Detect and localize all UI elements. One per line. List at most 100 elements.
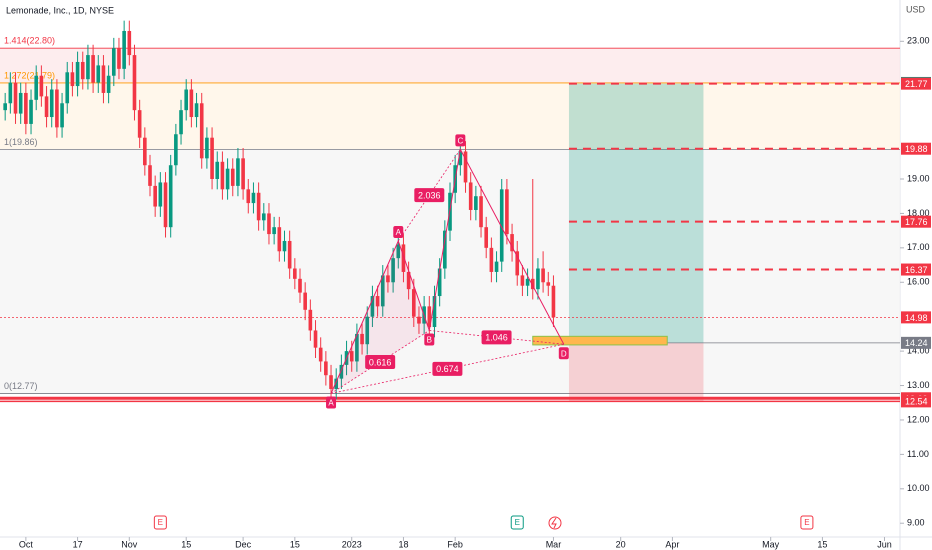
candle-body (179, 110, 183, 135)
price-label: 14.98 (905, 313, 928, 323)
price-label-box (901, 336, 931, 349)
candle-body (122, 30, 126, 69)
candle-body (313, 330, 318, 348)
dividend-icon[interactable] (548, 516, 562, 530)
candle-body (3, 103, 7, 111)
candle-body (194, 103, 199, 118)
candle-body (267, 213, 271, 235)
candle-body (241, 158, 245, 190)
x-tick-label: 15 (181, 539, 191, 549)
candle-body (75, 61, 80, 87)
candle-body (189, 89, 194, 118)
ratio-box (481, 330, 512, 345)
candle-body (49, 89, 54, 118)
zone (532, 335, 668, 346)
price-label-box (901, 142, 931, 155)
x-tick-label: Mar (546, 539, 562, 549)
candle-body (34, 75, 39, 100)
candle-body (530, 278, 535, 290)
y-tick-label: 9.00 (907, 518, 925, 528)
candle-body (148, 165, 152, 186)
candle-body (293, 268, 297, 279)
x-tick-label: Dec (235, 539, 252, 549)
candle-body (236, 158, 240, 186)
candle-body (349, 351, 354, 362)
y-tick-label: 18.00 (907, 208, 930, 218)
ratio-line (330, 330, 430, 394)
candle-body (29, 99, 33, 124)
candle-body (365, 316, 370, 345)
candle-body (551, 285, 556, 318)
fib-band (0, 82, 900, 150)
x-tick-label: Apr (665, 539, 679, 549)
candle-body (205, 137, 209, 159)
dividend-bolt (551, 517, 557, 529)
event-label: E (804, 518, 809, 527)
price-label: 17.76 (905, 217, 928, 227)
price-label: 19.88 (905, 144, 928, 154)
candle-body (370, 296, 375, 317)
candle-body (199, 103, 204, 159)
candle-body (55, 89, 59, 128)
y-tick-label: 19.00 (907, 173, 930, 183)
x-tick-label: Nov (121, 539, 138, 549)
price-label-box (901, 263, 931, 276)
price-label: 16.37 (905, 265, 928, 275)
candle-body (479, 196, 483, 228)
candle-body (401, 244, 406, 272)
candle-body (70, 72, 75, 87)
candle-body (163, 182, 168, 228)
point-label: B (427, 336, 432, 345)
candle-body (106, 75, 111, 93)
position-stop (568, 342, 704, 402)
point-box (558, 347, 569, 360)
candle-body (515, 251, 520, 276)
price-label-box (901, 311, 931, 324)
event-label: E (515, 518, 520, 527)
candle-body (158, 182, 163, 207)
x-tick-label: 18 (398, 539, 408, 549)
candle-body (396, 244, 401, 259)
price-label: 14.24 (905, 338, 928, 348)
candle-body (96, 65, 101, 83)
y-tick-label: 11.00 (907, 449, 929, 459)
fib-label: 1(19.86) (4, 137, 38, 147)
event-label: E (158, 518, 163, 527)
point-box (455, 134, 466, 147)
x-tick-label: 15 (817, 539, 827, 549)
candle-body (525, 278, 530, 286)
candle-body (360, 333, 364, 345)
candle-body (215, 161, 220, 179)
candle-body (546, 282, 551, 286)
candle-body (60, 103, 64, 128)
candle-body (24, 92, 28, 124)
candle-body (256, 192, 261, 221)
ratio-label: 0.616 (369, 357, 392, 367)
candle-body (474, 196, 478, 210)
candle-body (13, 82, 18, 114)
candle-body (127, 30, 132, 56)
candle-body (65, 72, 70, 104)
candle-body (437, 268, 442, 297)
ratio-box (414, 188, 445, 203)
price-label-box (901, 215, 931, 228)
candle-body (375, 296, 380, 307)
candle-body (427, 306, 432, 328)
candle-body (406, 271, 411, 290)
candle-body (18, 92, 23, 114)
candle-body (272, 227, 276, 235)
candle-body (111, 48, 116, 76)
candle-body (324, 361, 328, 376)
candle-body (334, 378, 339, 389)
point-label: A (328, 399, 334, 408)
currency: USD (906, 4, 926, 14)
candle-body (168, 165, 173, 228)
candle-body (86, 55, 90, 80)
candle-body (494, 261, 499, 272)
ratio-label: 1.046 (485, 333, 508, 343)
y-tick-label: 14.00 (907, 345, 930, 355)
ratio-box (365, 354, 396, 369)
y-tick-label: 23.00 (907, 36, 930, 46)
pattern-fill (331, 240, 430, 394)
candle-body (117, 48, 121, 69)
